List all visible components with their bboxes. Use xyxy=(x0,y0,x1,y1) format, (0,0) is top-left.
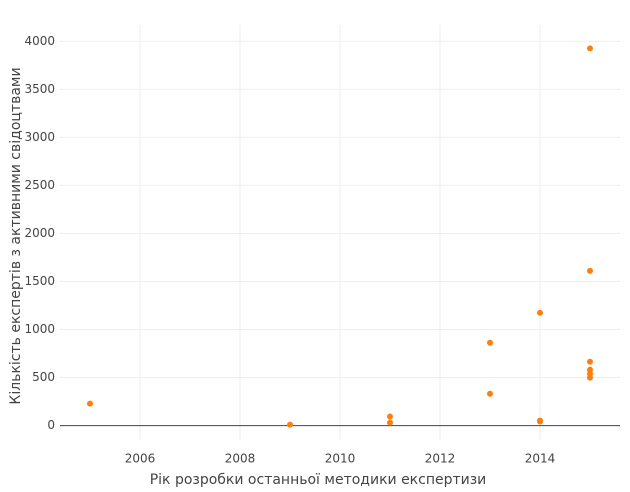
y-tick-label: 0 xyxy=(47,418,55,432)
x-tick-label: 2010 xyxy=(325,452,356,466)
point xyxy=(487,339,493,346)
y-axis-title: Кількість експертів з активними свідоцтв… xyxy=(8,67,24,404)
y-tick-label: 3500 xyxy=(24,82,55,96)
point xyxy=(537,418,543,425)
point xyxy=(587,267,593,274)
point xyxy=(387,413,393,420)
y-tick-label: 1500 xyxy=(24,274,55,288)
x-tick-label: 2008 xyxy=(225,452,256,466)
x-tick-label: 2006 xyxy=(125,452,156,466)
point xyxy=(537,309,543,316)
point xyxy=(587,374,593,381)
y-tick-label: 4000 xyxy=(24,34,55,48)
point xyxy=(487,390,493,397)
x-axis-title: Рік розробки останньої методики експерти… xyxy=(150,472,487,488)
x-tick-label: 2014 xyxy=(525,452,556,466)
point xyxy=(87,400,93,407)
x-tick-label: 2012 xyxy=(425,452,456,466)
y-tick-label: 2500 xyxy=(24,178,55,192)
y-tick-label: 500 xyxy=(32,370,55,384)
point xyxy=(387,419,393,426)
y-tick-label: 2000 xyxy=(24,226,55,240)
point xyxy=(587,45,593,52)
point xyxy=(587,358,593,365)
y-tick-label: 1000 xyxy=(24,322,55,336)
y-tick-label: 3000 xyxy=(24,130,55,144)
point xyxy=(287,421,293,428)
